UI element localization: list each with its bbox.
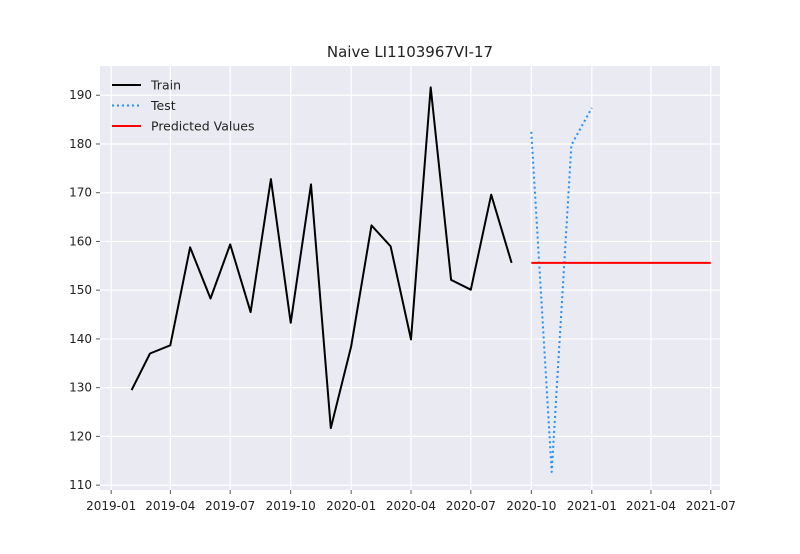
- x-tick-label: 2020-01: [326, 499, 376, 513]
- y-tick-label: 110: [69, 478, 92, 492]
- x-tick-label: 2020-07: [446, 499, 496, 513]
- y-tick-label: 170: [69, 186, 92, 200]
- legend-label-predicted-values: Predicted Values: [151, 119, 255, 134]
- y-tick-label: 140: [69, 332, 92, 346]
- x-tick-label: 2021-07: [686, 499, 736, 513]
- chart-title: Naive LI1103967VI-17: [327, 43, 493, 61]
- x-tick-label: 2020-04: [386, 499, 436, 513]
- y-tick-label: 180: [69, 137, 92, 151]
- x-tick-label: 2019-04: [145, 499, 195, 513]
- y-tick-label: 150: [69, 283, 92, 297]
- legend-label-train: Train: [150, 78, 181, 93]
- y-tick-label: 120: [69, 429, 92, 443]
- y-tick-label: 190: [69, 88, 92, 102]
- x-tick-label: 2021-04: [626, 499, 676, 513]
- legend-label-test: Test: [150, 98, 176, 113]
- x-tick-label: 2020-10: [506, 499, 556, 513]
- x-tick-label: 2019-07: [205, 499, 255, 513]
- y-tick-label: 160: [69, 234, 92, 248]
- x-tick-label: 2019-10: [266, 499, 316, 513]
- x-tick-label: 2021-01: [567, 499, 617, 513]
- y-tick-label: 130: [69, 381, 92, 395]
- x-tick-label: 2019-01: [86, 499, 136, 513]
